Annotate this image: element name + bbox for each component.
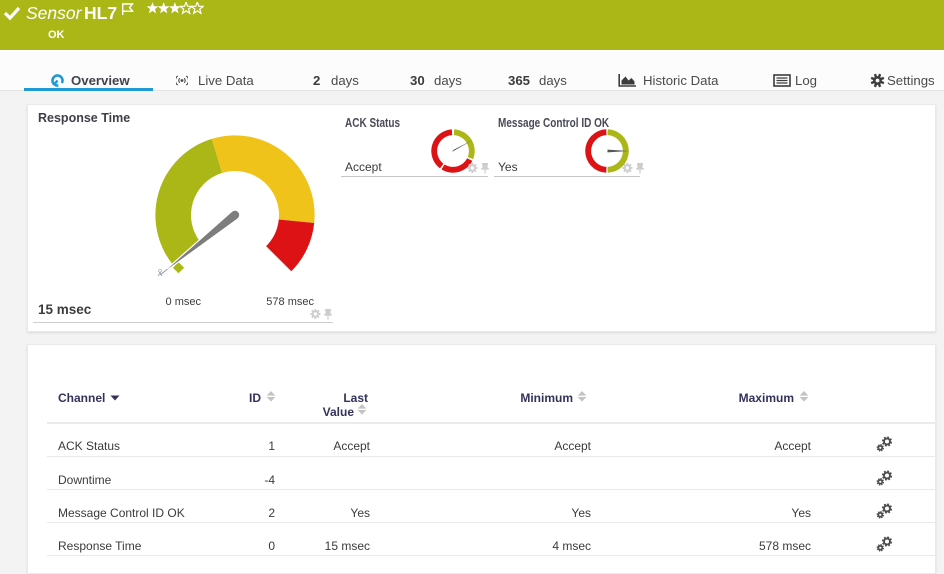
svg-text:x̄: x̄ bbox=[158, 268, 163, 279]
